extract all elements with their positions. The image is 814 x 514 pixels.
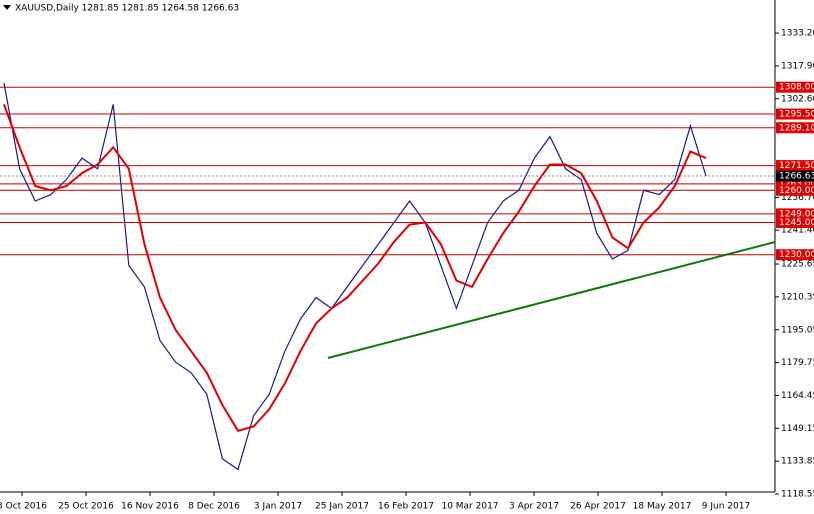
level-tag [776,81,814,93]
trendline [327,241,776,359]
x-tick-label: 3 Apr 2017 [509,502,559,512]
x-tick-label: 18 May 2017 [633,502,692,512]
level-tag [776,249,814,261]
y-tick-label: 1210.35 [781,292,814,302]
level-label: 1295.50 [779,110,814,120]
level-tag [776,160,814,172]
y-tick-label: 1256.70 [781,193,814,203]
x-tick-label: 25 Oct 2016 [58,502,114,512]
y-tick-label: 1164.45 [781,391,814,401]
level-tag [776,108,814,120]
level-label: 1289.10 [779,123,814,133]
x-tick-label: 16 Feb 2017 [378,502,434,512]
x-tick-label: 3 Oct 2016 [0,502,47,512]
level-label: 1308.00 [779,83,814,93]
x-tick-label: 8 Dec 2016 [188,502,240,512]
level-label: 1230.00 [779,250,814,260]
y-tick-label: 1241.40 [781,226,814,236]
level-label: 1271.50 [779,161,814,171]
level-tag [776,208,814,220]
level-tag [776,122,814,134]
level-tag [776,178,814,190]
current-price-label: 1266.63 [779,172,814,182]
chart-title: XAUUSD,Daily 1281.85 1281.85 1264.58 126… [15,4,239,14]
menu-arrow [3,5,11,10]
level-tag [776,216,814,228]
y-tick-label: 1302.60 [781,94,814,104]
y-tick-label: 1133.85 [781,457,814,467]
x-tick-label: 3 Jan 2017 [254,502,302,512]
x-tick-label: 26 Apr 2017 [570,502,626,512]
y-tick-label: 1179.75 [781,358,814,368]
x-tick-label: 25 Jan 2017 [315,502,369,512]
price-line [3,104,707,432]
level-label: 1249.00 [779,209,814,219]
x-tick-label: 10 Mar 2017 [441,502,498,512]
x-tick-label: 16 Nov 2016 [121,502,179,512]
y-tick-label: 1149.15 [781,424,814,434]
level-label: 1260.00 [779,186,814,196]
y-tick-label: 1333.20 [781,29,814,39]
y-tick-label: 1195.05 [781,325,814,335]
current-price-tag [776,170,814,182]
y-tick-label: 1317.90 [781,61,814,71]
y-tick-label: 1225.65 [781,260,814,270]
x-tick-label: 9 Jun 2017 [702,502,750,512]
y-tick-label: 1118.55 [781,490,814,500]
level-label: 1245.00 [779,218,814,228]
level-label: 1263.00 [779,179,814,189]
level-tag [776,184,814,196]
price-line [3,82,707,471]
